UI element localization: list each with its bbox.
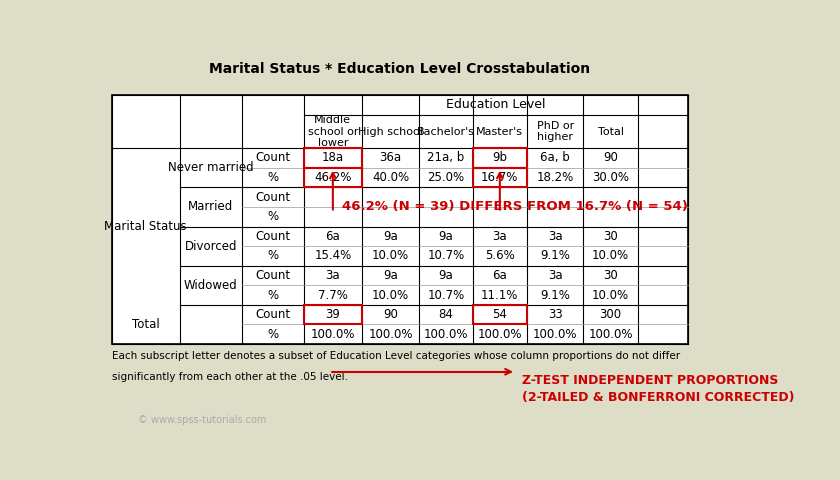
Text: PhD or
higher: PhD or higher [537,120,574,142]
Text: Never married: Never married [168,161,254,174]
Text: 10.7%: 10.7% [428,250,465,263]
Text: 10.0%: 10.0% [372,288,409,301]
Text: %: % [267,250,278,263]
Bar [303,168,362,187]
Text: 30: 30 [603,230,618,243]
Text: 3a: 3a [548,269,563,282]
Text: Education Level: Education Level [446,98,545,111]
Text: 100.0%: 100.0% [423,328,468,341]
Text: 90: 90 [603,152,618,165]
Text: Master's: Master's [476,127,523,136]
Text: 9a: 9a [383,230,398,243]
Text: 54: 54 [492,308,507,321]
Text: 10.0%: 10.0% [372,250,409,263]
Text: 100.0%: 100.0% [588,328,633,341]
Bar [303,148,362,168]
Text: %: % [267,171,278,184]
Text: 6a, b: 6a, b [540,152,570,165]
Text: Count: Count [255,191,290,204]
Text: Marital Status: Marital Status [104,220,187,233]
Text: 33: 33 [548,308,563,321]
Text: 9a: 9a [438,269,453,282]
Text: 3a: 3a [492,230,507,243]
Text: 46.2% (N = 39) DIFFERS FROM 16.7% (N = 54): 46.2% (N = 39) DIFFERS FROM 16.7% (N = 5… [342,201,688,214]
Text: Count: Count [255,269,290,282]
Text: Count: Count [255,230,290,243]
Text: 10.7%: 10.7% [428,288,465,301]
Text: 40.0%: 40.0% [372,171,409,184]
Text: 39: 39 [325,308,340,321]
Text: High school: High school [358,127,423,136]
Text: 9a: 9a [438,230,453,243]
Text: Bachelor's: Bachelor's [417,127,475,136]
Text: Total: Total [132,318,160,331]
Text: 3a: 3a [326,269,340,282]
Text: Z-TEST INDEPENDENT PROPORTIONS
(2-TAILED & BONFERRONI CORRECTED): Z-TEST INDEPENDENT PROPORTIONS (2-TAILED… [522,373,794,404]
Text: 10.0%: 10.0% [592,250,629,263]
Text: 18.2%: 18.2% [537,171,574,184]
Text: 100.0%: 100.0% [533,328,577,341]
Text: 15.4%: 15.4% [314,250,351,263]
Text: 9a: 9a [383,269,398,282]
Text: Each subscript letter denotes a subset of Education Level categories whose colum: Each subscript letter denotes a subset o… [112,351,680,361]
Text: 30.0%: 30.0% [592,171,629,184]
Text: 100.0%: 100.0% [311,328,355,341]
Text: %: % [267,210,278,223]
Bar [473,305,527,324]
Text: 300: 300 [600,308,622,321]
Text: Total: Total [597,127,623,136]
Text: 100.0%: 100.0% [478,328,522,341]
Text: 46.2%: 46.2% [314,171,351,184]
Text: Divorced: Divorced [185,240,237,252]
Text: © www.spss-tutorials.com: © www.spss-tutorials.com [138,415,266,425]
Text: Married: Married [188,201,234,214]
Bar [473,168,527,187]
Text: 9.1%: 9.1% [540,250,570,263]
Text: 21a, b: 21a, b [428,152,465,165]
Text: 16.7%: 16.7% [481,171,518,184]
Bar [473,148,527,168]
Text: 9b: 9b [492,152,507,165]
Text: Count: Count [255,308,290,321]
Text: 25.0%: 25.0% [428,171,465,184]
Text: significantly from each other at the .05 level.: significantly from each other at the .05… [112,372,348,382]
Text: Marital Status * Education Level Crosstabulation: Marital Status * Education Level Crossta… [209,62,591,76]
Text: 9.1%: 9.1% [540,288,570,301]
Text: 36a: 36a [380,152,402,165]
Text: 11.1%: 11.1% [481,288,518,301]
Text: Middle
school or
lower: Middle school or lower [307,115,358,148]
Text: 90: 90 [383,308,398,321]
Text: 7.7%: 7.7% [318,288,348,301]
Bar [303,305,362,324]
Text: %: % [267,328,278,341]
Text: 100.0%: 100.0% [368,328,412,341]
Text: %: % [267,288,278,301]
Text: 10.0%: 10.0% [592,288,629,301]
Text: 5.6%: 5.6% [485,250,515,263]
Text: 84: 84 [438,308,454,321]
Text: 18a: 18a [322,152,344,165]
Text: 30: 30 [603,269,618,282]
Text: 6a: 6a [492,269,507,282]
Text: 3a: 3a [548,230,563,243]
Text: Widowed: Widowed [184,279,238,292]
Text: 6a: 6a [325,230,340,243]
Text: Count: Count [255,152,290,165]
